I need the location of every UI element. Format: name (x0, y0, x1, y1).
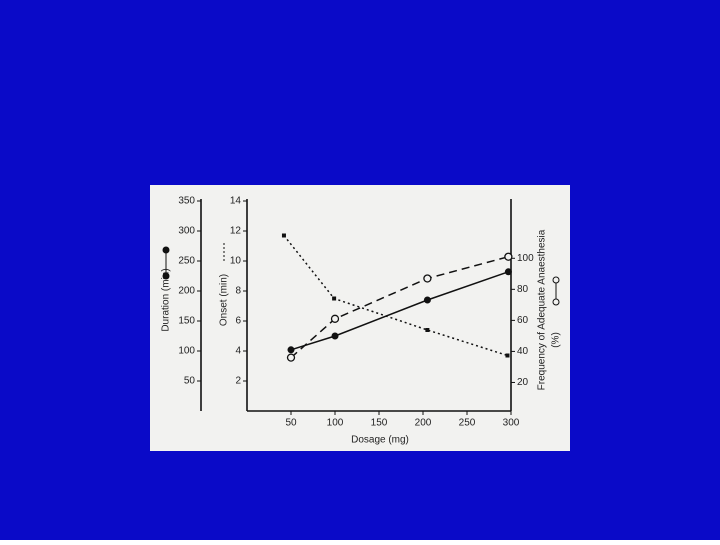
duration-axis-label: Duration (min) (161, 268, 172, 331)
onset-axis-label: Onset (min) (219, 274, 230, 326)
duration-tick-label: 200 (178, 286, 195, 297)
point (330, 314, 340, 323)
onset-tick-label: 4 (235, 346, 241, 357)
point (281, 233, 286, 238)
point (423, 274, 432, 283)
point (425, 328, 430, 332)
onset-tick-label: 2 (235, 376, 241, 387)
point (423, 296, 431, 304)
onset-tick-label: 6 (235, 316, 241, 327)
onset-tick-label: 14 (230, 196, 242, 207)
frequency-tick-label: 60 (517, 315, 529, 326)
point (504, 252, 513, 261)
duration-tick-label: 100 (178, 346, 195, 357)
series-line (290, 271, 509, 351)
onset-tick-label: 10 (230, 256, 242, 267)
chart-panel (150, 185, 570, 451)
x-tick-label: 250 (459, 418, 476, 429)
x-tick-label: 150 (371, 418, 388, 429)
point (504, 268, 512, 276)
x-tick-label: 200 (415, 418, 432, 429)
duration-tick-label: 50 (184, 376, 196, 387)
point (286, 353, 296, 362)
frequency-tick-label: 80 (517, 284, 529, 295)
frequency-key (552, 276, 560, 306)
duration-tick-label: 300 (178, 226, 195, 237)
duration-tick-label: 150 (178, 316, 195, 327)
x-axis-label: Dosage (mg) (351, 435, 409, 446)
series-line (290, 256, 509, 359)
point (287, 346, 295, 354)
duration-key (162, 246, 170, 280)
frequency-axis-unit: (%) (551, 332, 562, 348)
series-line (283, 235, 508, 357)
frequency-tick-label: 100 (517, 253, 534, 264)
frequency-tick-label: 20 (517, 377, 529, 388)
x-tick-label: 100 (327, 418, 344, 429)
frequency-tick-label: 40 (517, 346, 529, 357)
x-tick-label: 50 (285, 418, 297, 429)
point (331, 332, 339, 340)
point (505, 353, 510, 358)
onset-tick-label: 8 (235, 286, 241, 297)
duration-tick-label: 350 (178, 196, 195, 207)
x-tick-label: 300 (503, 418, 520, 429)
point (332, 296, 337, 301)
duration-tick-label: 250 (178, 256, 195, 267)
onset-tick-label: 12 (230, 226, 242, 237)
frequency-axis-label: Frequency of Adequate Anaesthesia (537, 229, 548, 390)
